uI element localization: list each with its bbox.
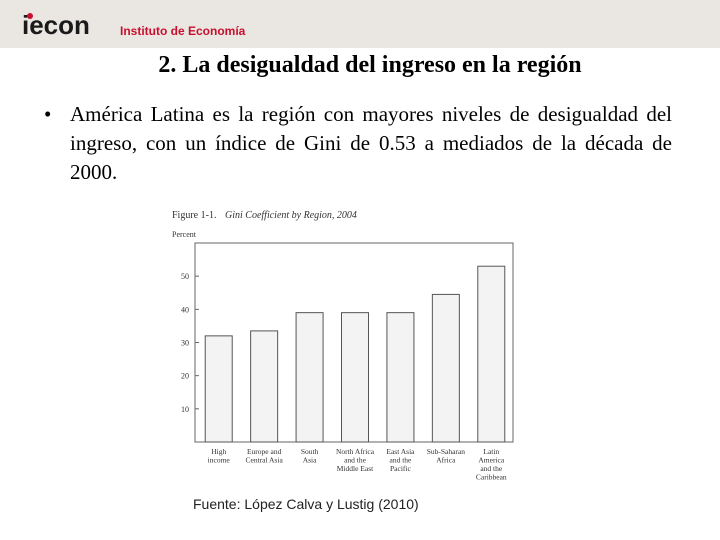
bar	[431, 293, 460, 443]
y-tick-label: 30	[181, 339, 189, 348]
bar	[341, 312, 369, 443]
x-tick-label: America	[478, 456, 504, 465]
x-tick-label: Africa	[436, 456, 456, 465]
x-tick-label: High	[211, 447, 226, 456]
chart-title: Gini Coefficient by Region, 2004	[225, 210, 357, 221]
x-tick-label: Latin	[483, 447, 499, 456]
x-tick-label: and the	[480, 464, 503, 473]
slide-title: 2. La desigualdad del ingreso en la regi…	[158, 52, 582, 78]
x-tick-label: and the	[344, 456, 367, 465]
institute-name: Instituto de Economía	[120, 24, 246, 38]
bullet-icon: •	[44, 102, 52, 126]
x-tick-label: Middle East	[337, 464, 374, 473]
bar	[204, 335, 233, 443]
x-tick-label: Pacific	[390, 464, 411, 473]
y-axis-label: Percent	[172, 230, 197, 239]
x-tick-label: Central Asia	[245, 456, 283, 465]
y-tick-label: 40	[181, 305, 189, 314]
bullet-text: América Latina es la región con mayores …	[70, 102, 672, 184]
figure-label: Figure 1-1.	[172, 210, 216, 221]
x-tick-label: South	[301, 447, 319, 456]
x-tick-label: Sub-Saharan	[427, 447, 466, 456]
x-tick-label: and the	[389, 456, 412, 465]
source-note: Fuente: López Calva y Lustig (2010)	[193, 496, 419, 512]
x-tick-label: North Africa	[336, 447, 375, 456]
logo-text: iecon	[22, 10, 90, 40]
x-tick-label: Asia	[303, 456, 317, 465]
logo-dot-icon	[27, 13, 33, 19]
iecon-logo: iecon	[22, 10, 90, 40]
bar	[295, 312, 324, 443]
y-tick-label: 50	[181, 272, 189, 281]
bullet-point: • América Latina es la región con mayore…	[44, 100, 672, 187]
x-tick-label: Europe and	[247, 447, 282, 456]
bar	[386, 312, 415, 443]
header-band: iecon Instituto de Economía	[0, 0, 720, 48]
gini-chart: Figure 1-1. Gini Coefficient by Region, …	[172, 210, 514, 482]
bar	[477, 265, 506, 443]
y-tick-label: 20	[181, 372, 189, 381]
x-tick-label: income	[208, 456, 231, 465]
x-tick-label: Caribbean	[476, 473, 507, 482]
bar	[250, 330, 279, 443]
x-tick-label: East Asia	[386, 447, 415, 456]
y-tick-label: 10	[181, 405, 189, 414]
